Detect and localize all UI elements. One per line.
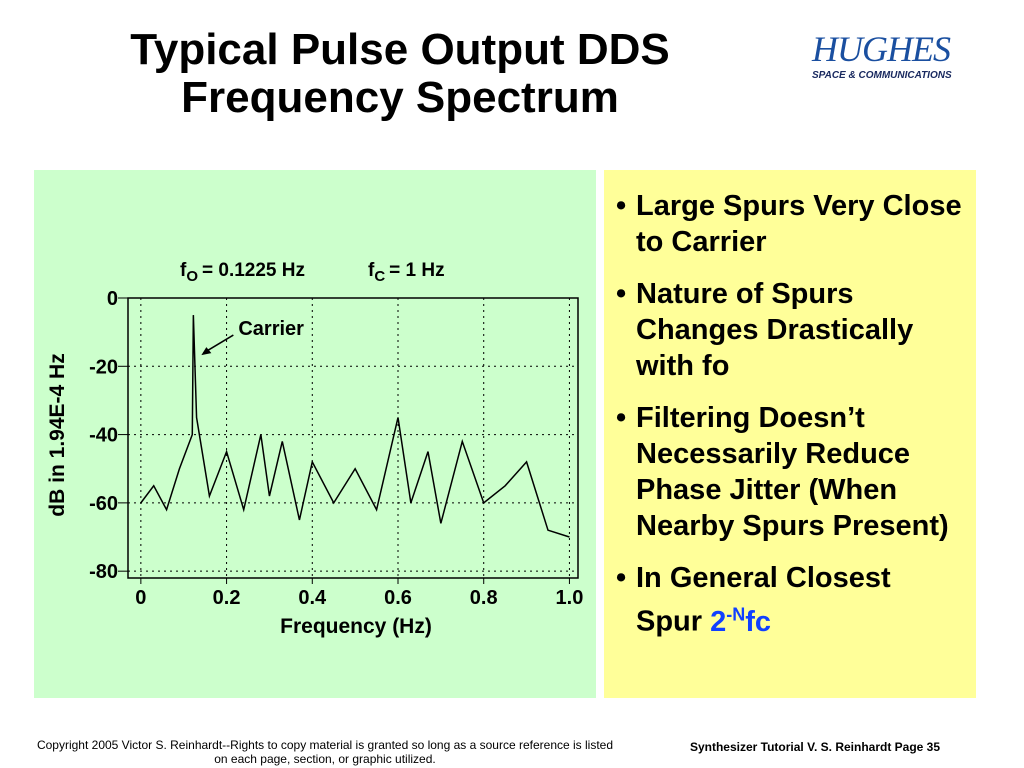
highlight: 2-Nfc	[710, 604, 771, 638]
note-symbol: f	[180, 260, 187, 281]
bullet-panel: Large Spurs Very Close to Carrier Nature…	[604, 170, 976, 698]
x-tick-label: 0.8	[470, 587, 498, 609]
title: Typical Pulse Output DDS Frequency Spectr…	[60, 26, 740, 122]
page-label: Synthesizer Tutorial V. S. Reinhardt Pag…	[689, 740, 941, 754]
note: fO = 0.1225 Hz	[180, 260, 305, 285]
note-text: = 1 Hz	[389, 260, 444, 281]
x-axis-label: Frequency (Hz)	[280, 615, 432, 638]
logo-name: HUGHES	[812, 29, 951, 69]
bullet: Filtering Doesn’t Necessarily Reduce Pha…	[616, 400, 966, 544]
logo: HUGHES SPACE & COMMUNICATIONS	[812, 28, 982, 81]
bullet-text: In General Closest Spur	[636, 562, 891, 638]
x-tick-label: 0.2	[213, 587, 241, 609]
plot-frame	[127, 297, 579, 579]
bullet: Large Spurs Very Close to Carrier	[616, 188, 966, 260]
x-tick-label: 0.6	[384, 587, 412, 609]
logo-tagline: SPACE & COMMUNICATIONS	[812, 70, 952, 81]
y-tick-label: -60	[89, 493, 118, 515]
y-tick-label: 0	[107, 288, 118, 310]
bullet: Nature of Spurs Changes Drastically with…	[616, 276, 966, 384]
note-text: = 0.1225 Hz	[202, 260, 305, 281]
y-tick-label: -40	[89, 425, 118, 447]
y-tick-label: -20	[89, 356, 118, 378]
highlight-superscript: -N	[726, 604, 746, 624]
x-tick-label: 0	[135, 587, 146, 609]
x-tick-label: 1.0	[556, 587, 584, 609]
y-tick-label: -80	[89, 561, 118, 583]
annotation: Carrier	[238, 318, 304, 340]
bullet-list: Large Spurs Very Close to Carrier Nature…	[614, 188, 966, 640]
highlight-tail: fc	[745, 605, 771, 638]
highlight-base: 2	[710, 605, 727, 638]
note-symbol: f	[368, 260, 375, 281]
spectrum-line	[140, 315, 570, 538]
note-subscript: C	[374, 268, 385, 285]
title-line: Typical Pulse Output DDS	[130, 25, 670, 74]
title-line: Frequency Spectrum	[181, 73, 619, 122]
x-tick-label: 0.4	[298, 587, 327, 609]
y-axis-label: dB in 1.94E-4 Hz	[46, 353, 69, 516]
arrow-head	[201, 347, 212, 356]
note-subscript: O	[186, 268, 198, 285]
copyright: Copyright 2005 Victor S. Reinhardt--Righ…	[36, 738, 614, 766]
note: fC = 1 Hz	[368, 260, 445, 285]
